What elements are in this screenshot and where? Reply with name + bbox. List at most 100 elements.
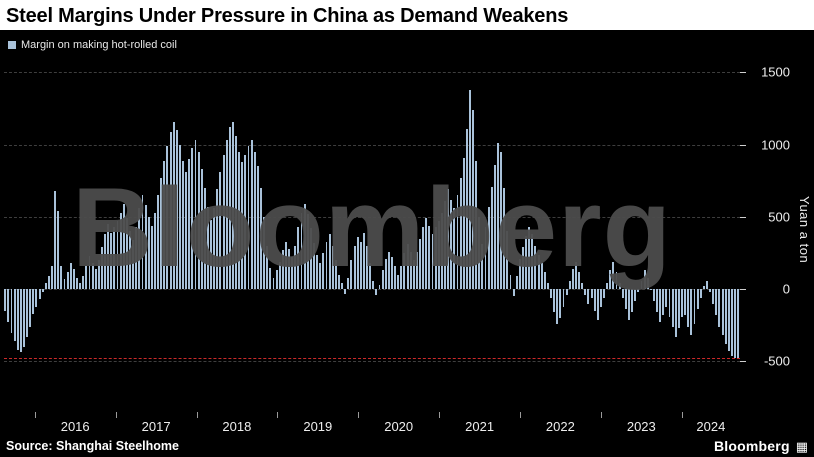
bar — [518, 258, 521, 290]
x-axis-tick-label: 2024 — [696, 419, 726, 434]
bar — [247, 146, 250, 290]
bar — [596, 289, 599, 320]
bar — [440, 212, 443, 290]
bar — [253, 151, 256, 290]
bar — [107, 224, 110, 290]
bar — [487, 206, 490, 290]
bar — [244, 154, 247, 290]
bar — [341, 283, 344, 290]
bar — [468, 89, 471, 290]
bar — [378, 284, 381, 290]
bar — [303, 203, 306, 290]
bar — [712, 289, 715, 304]
bar — [631, 289, 634, 313]
bar — [540, 263, 543, 290]
bar — [550, 289, 552, 298]
bar — [19, 289, 22, 353]
bar — [403, 253, 406, 290]
bar — [125, 218, 128, 290]
bar — [493, 164, 496, 290]
bar — [300, 212, 303, 290]
bar — [721, 289, 724, 336]
bar — [490, 186, 493, 290]
bar — [63, 279, 66, 290]
gridline — [4, 216, 740, 218]
bar — [618, 283, 621, 290]
bar — [649, 289, 652, 291]
bar — [153, 212, 156, 290]
y-axis-tick — [740, 144, 746, 146]
gridline — [4, 72, 740, 74]
bar — [702, 286, 705, 290]
page-title: Steel Margins Under Pressure in China as… — [6, 5, 569, 27]
bar — [157, 195, 160, 290]
brand-name: Bloomberg — [714, 438, 790, 454]
x-axis-tick-label: 2019 — [303, 419, 333, 434]
bar — [715, 289, 718, 316]
bar — [659, 289, 662, 323]
bar — [41, 289, 44, 293]
bar — [690, 289, 693, 336]
bar — [521, 247, 524, 290]
bar — [122, 203, 125, 290]
bar — [546, 283, 549, 290]
bar — [415, 251, 418, 290]
x-axis-tick — [439, 412, 441, 418]
bar — [194, 140, 197, 290]
bar — [575, 261, 577, 290]
bar — [76, 277, 78, 290]
bar — [730, 289, 733, 356]
y-axis-tick-label: 500 — [768, 209, 790, 225]
bar — [356, 237, 359, 290]
bar — [737, 289, 740, 360]
bar — [453, 208, 456, 290]
bar — [581, 283, 584, 290]
bar — [129, 231, 131, 290]
bar — [603, 289, 605, 298]
bar — [278, 261, 281, 290]
bar — [132, 240, 135, 290]
bar — [309, 228, 312, 290]
bar — [674, 289, 677, 337]
bar — [163, 160, 166, 290]
bar — [100, 247, 103, 290]
bar — [110, 232, 113, 290]
bar — [225, 140, 228, 290]
bar — [500, 151, 503, 290]
bar — [369, 263, 372, 290]
bar — [362, 232, 365, 290]
bar — [241, 162, 244, 290]
bar — [481, 244, 484, 290]
bar — [169, 131, 172, 290]
bar — [400, 266, 403, 290]
bar — [528, 227, 531, 290]
x-axis-tick-label: 2022 — [545, 419, 575, 434]
bar — [506, 231, 509, 290]
title-bar: Steel Margins Under Pressure in China as… — [0, 0, 814, 30]
bar — [147, 216, 150, 290]
bar — [141, 195, 144, 290]
y-axis: 1500 1000 500 0 -500 — [740, 58, 798, 412]
bar — [116, 221, 119, 290]
bar — [197, 151, 200, 290]
bar — [191, 147, 194, 290]
bar — [553, 289, 556, 313]
bar — [681, 289, 683, 317]
bar — [216, 189, 219, 290]
bar — [515, 276, 518, 290]
gridline — [4, 144, 740, 146]
bar — [643, 270, 646, 290]
bar — [624, 289, 627, 310]
bar — [571, 268, 574, 290]
bar — [284, 241, 287, 290]
bar — [219, 172, 222, 290]
bar — [13, 289, 16, 342]
bar — [628, 289, 630, 320]
bar — [437, 221, 440, 290]
bar — [94, 268, 97, 290]
bar — [606, 283, 609, 290]
bar — [384, 258, 387, 290]
bar — [662, 289, 665, 316]
bar — [512, 289, 515, 297]
bar — [668, 289, 671, 317]
